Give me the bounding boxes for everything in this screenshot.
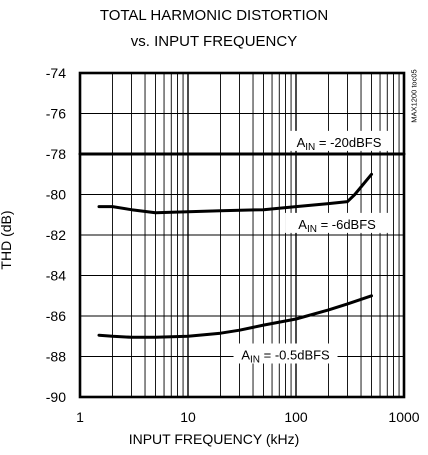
chart-title: TOTAL HARMONIC DISTORTION bbox=[99, 7, 329, 24]
y-tick-label: -82 bbox=[46, 227, 66, 243]
chart-subtitle: vs. INPUT FREQUENCY bbox=[130, 33, 298, 50]
y-tick-label: -84 bbox=[46, 268, 66, 284]
series-label-background bbox=[286, 130, 391, 151]
y-tick-label: -76 bbox=[46, 106, 66, 122]
series-line-ain-6dbfs bbox=[97, 172, 373, 215]
y-axis-label: THD (dB) bbox=[0, 210, 14, 270]
y-tick-label: -88 bbox=[46, 349, 66, 365]
x-tick-label: 1 bbox=[76, 409, 84, 425]
figure-id-tag: MAX1200 toc05 bbox=[409, 69, 419, 123]
plot-frame bbox=[78, 71, 406, 399]
series-label-ain-0-5dbfs: AIN = -0.5dBFS bbox=[241, 348, 330, 366]
x-axis-label: INPUT FREQUENCY (kHz) bbox=[128, 431, 300, 447]
series-label-ain-6dbfs: AIN = -6dBFS bbox=[298, 217, 376, 235]
series-label-background bbox=[233, 343, 338, 364]
y-tick-label: -74 bbox=[46, 65, 66, 81]
x-tick-label: 100 bbox=[284, 409, 308, 425]
series-line-ain-0-5dbfs bbox=[97, 294, 373, 339]
x-tick-label: 1000 bbox=[388, 409, 419, 425]
y-tick-label: -80 bbox=[46, 187, 66, 203]
y-tick-label: -86 bbox=[46, 308, 66, 324]
x-tick-label: 10 bbox=[180, 409, 196, 425]
series-label-background bbox=[285, 212, 390, 233]
series-label-ain-20dbfs: AIN = -20dBFS bbox=[297, 135, 382, 153]
y-tick-label: -90 bbox=[46, 389, 66, 405]
y-tick-label: -78 bbox=[46, 146, 66, 162]
